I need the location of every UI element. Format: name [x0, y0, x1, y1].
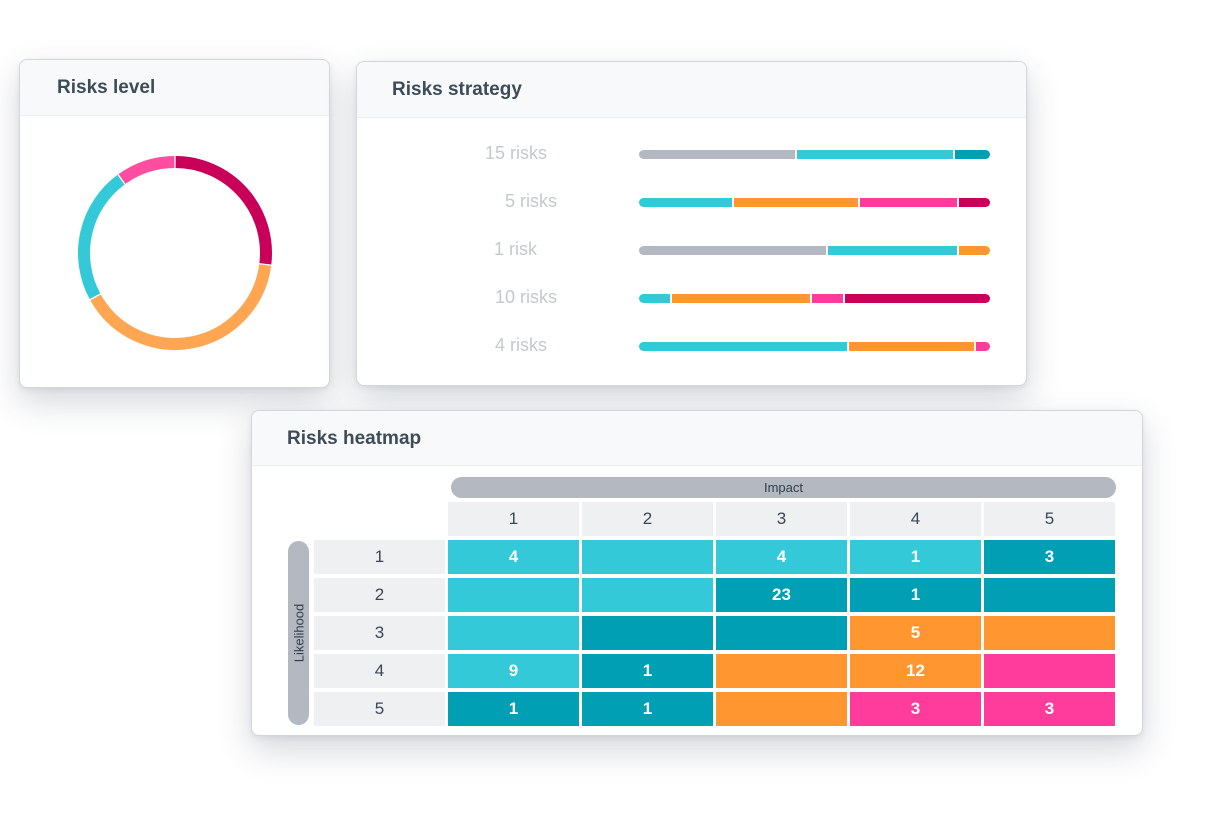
- strategy-bar-segment: [639, 150, 796, 159]
- strategy-bar-segment: [860, 198, 957, 207]
- heatmap-cell: 12: [850, 654, 981, 688]
- heatmap-cell: 3: [984, 692, 1115, 726]
- risks-heatmap-grid: 1 2 3 4 5 1 4 4 1 3 2 23 1 3 5 4 9 1 12 5 1 1 3 3: [314, 502, 1115, 726]
- heatmap-likelihood-header: 5: [314, 692, 445, 726]
- heatmap-cell: [716, 616, 847, 650]
- heatmap-likelihood-header: 2: [314, 578, 445, 612]
- heatmap-cell: [716, 692, 847, 726]
- donut-segment-2: [90, 264, 272, 350]
- risks-level-donut-chart: [78, 156, 272, 350]
- strategy-bar-segment: [797, 150, 954, 159]
- heatmap-cell: 23: [716, 578, 847, 612]
- heatmap-cell: [582, 616, 713, 650]
- heatmap-corner: [314, 502, 445, 536]
- strategy-bar-segment: [639, 294, 671, 303]
- strategy-bar-segment: [976, 342, 990, 351]
- strategy-row-bar: [639, 246, 990, 255]
- strategy-bar-segment: [639, 246, 827, 255]
- heatmap-impact-header: 4: [850, 502, 981, 536]
- risks-level-title: Risks level: [20, 60, 329, 116]
- heatmap-cell: 1: [850, 578, 981, 612]
- heatmap-cell: [448, 578, 579, 612]
- risks-strategy-title: Risks strategy: [357, 62, 1026, 118]
- heatmap-likelihood-header: 3: [314, 616, 445, 650]
- strategy-bar-segment: [639, 198, 733, 207]
- strategy-row-label: 1 risk: [493, 239, 537, 259]
- risks-heatmap-title: Risks heatmap: [252, 411, 1142, 466]
- strategy-bar-segment: [845, 294, 990, 303]
- heatmap-impact-header: 3: [716, 502, 847, 536]
- heatmap-likelihood-header: 1: [314, 540, 445, 574]
- heatmap-cell: 5: [850, 616, 981, 650]
- strategy-bar-segment: [958, 198, 990, 207]
- strategy-bar-segment: [672, 294, 811, 303]
- strategy-bar-segment: [828, 246, 957, 255]
- heatmap-impact-header: 1: [448, 502, 579, 536]
- heatmap-cell: [984, 578, 1115, 612]
- heatmap-cell: 1: [448, 692, 579, 726]
- impact-axis-label: Impact: [451, 477, 1116, 498]
- donut-segment-1: [175, 156, 272, 265]
- strategy-bar-segment: [958, 246, 990, 255]
- strategy-row-bar: [639, 198, 990, 207]
- heatmap-cell: [984, 654, 1115, 688]
- heatmap-cell: 1: [582, 654, 713, 688]
- strategy-row-bar: [639, 342, 990, 351]
- heatmap-cell: [582, 578, 713, 612]
- heatmap-cell: 1: [850, 540, 981, 574]
- heatmap-cell: 4: [716, 540, 847, 574]
- heatmap-likelihood-header: 4: [314, 654, 445, 688]
- strategy-bar-segment: [955, 150, 990, 159]
- heatmap-cell: 4: [448, 540, 579, 574]
- heatmap-cell: 3: [850, 692, 981, 726]
- risks-strategy-card: Risks strategy 15 risks 5 risks 1 risk 10 r…: [356, 61, 1027, 386]
- strategy-bar-segment: [639, 342, 848, 351]
- heatmap-cell: [582, 540, 713, 574]
- heatmap-impact-header: 5: [984, 502, 1115, 536]
- strategy-row-label: 15 risks: [484, 143, 547, 163]
- heatmap-cell: 9: [448, 654, 579, 688]
- heatmap-cell: 3: [984, 540, 1115, 574]
- likelihood-axis-pill: Likelihood: [288, 541, 309, 725]
- risks-level-card: Risks level: [19, 59, 330, 388]
- donut-segment-4: [118, 156, 175, 184]
- strategy-bar-segment: [849, 342, 975, 351]
- strategy-row-label: 5 risks: [504, 191, 557, 211]
- heatmap-impact-header: 2: [582, 502, 713, 536]
- strategy-row-bar: [639, 294, 990, 303]
- heatmap-cell: [716, 654, 847, 688]
- strategy-row-bar: [639, 150, 990, 159]
- strategy-bar-segment: [812, 294, 844, 303]
- donut-segment-3: [78, 174, 125, 300]
- strategy-bar-segment: [734, 198, 859, 207]
- heatmap-cell: [448, 616, 579, 650]
- likelihood-axis-label: Likelihood: [291, 603, 306, 663]
- strategy-row-label: 10 risks: [494, 287, 557, 307]
- strategy-row-label: 4 risks: [494, 335, 547, 355]
- heatmap-cell: [984, 616, 1115, 650]
- heatmap-cell: 1: [582, 692, 713, 726]
